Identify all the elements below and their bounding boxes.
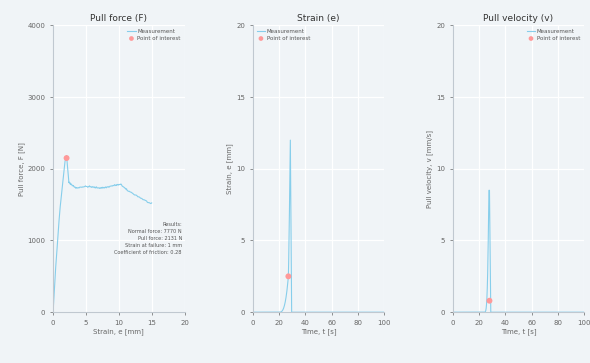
Point of interest	[62, 155, 71, 161]
Measurement	[269, 310, 276, 314]
Measurement	[471, 310, 478, 314]
Legend: Measurement, Point of interest: Measurement, Point of interest	[255, 28, 312, 42]
Measurement	[78, 185, 86, 189]
Measurement	[62, 158, 69, 163]
Measurement	[254, 310, 261, 314]
X-axis label: Time, t [s]: Time, t [s]	[500, 329, 536, 335]
Measurement	[449, 310, 456, 314]
Measurement	[287, 138, 294, 142]
Y-axis label: Strain, e [mm]: Strain, e [mm]	[227, 143, 234, 194]
Point of interest	[485, 298, 494, 303]
Measurement	[63, 153, 70, 158]
Title: Strain (e): Strain (e)	[297, 14, 340, 23]
Measurement	[466, 310, 473, 314]
Measurement	[258, 310, 265, 314]
Measurement	[456, 310, 463, 314]
Measurement	[468, 310, 476, 314]
Measurement	[148, 201, 155, 205]
Line: Measurement: Measurement	[53, 155, 152, 312]
Measurement	[453, 310, 460, 314]
Measurement	[278, 309, 285, 314]
Y-axis label: Pull velocity, v [mm/s]: Pull velocity, v [mm/s]	[427, 130, 433, 208]
Measurement	[51, 292, 58, 296]
X-axis label: Time, t [s]: Time, t [s]	[301, 329, 336, 335]
Measurement	[485, 188, 492, 192]
X-axis label: Strain, e [mm]: Strain, e [mm]	[93, 329, 144, 335]
Measurement	[130, 192, 137, 196]
Measurement	[50, 310, 57, 314]
Measurement	[122, 186, 129, 191]
Measurement	[250, 310, 257, 314]
Y-axis label: Pull force, F [N]: Pull force, F [N]	[18, 142, 25, 196]
Measurement	[381, 310, 388, 314]
Measurement	[279, 309, 286, 313]
Legend: Measurement, Point of interest: Measurement, Point of interest	[526, 28, 581, 42]
Line: Measurement: Measurement	[453, 190, 584, 312]
Title: Pull velocity (v): Pull velocity (v)	[483, 14, 553, 23]
Measurement	[81, 184, 88, 189]
Measurement	[272, 310, 279, 314]
Line: Measurement: Measurement	[253, 140, 384, 312]
Measurement	[487, 240, 494, 244]
Title: Pull force (F): Pull force (F)	[90, 14, 148, 23]
Point of interest	[284, 273, 293, 279]
Measurement	[581, 310, 588, 314]
Text: Results:
Normal force: 7770 N
Pull force: 2131 N
Strain at failure: 1 mm
Coeffic: Results: Normal force: 7770 N Pull force…	[114, 222, 182, 255]
Legend: Measurement, Point of interest: Measurement, Point of interest	[126, 28, 182, 42]
